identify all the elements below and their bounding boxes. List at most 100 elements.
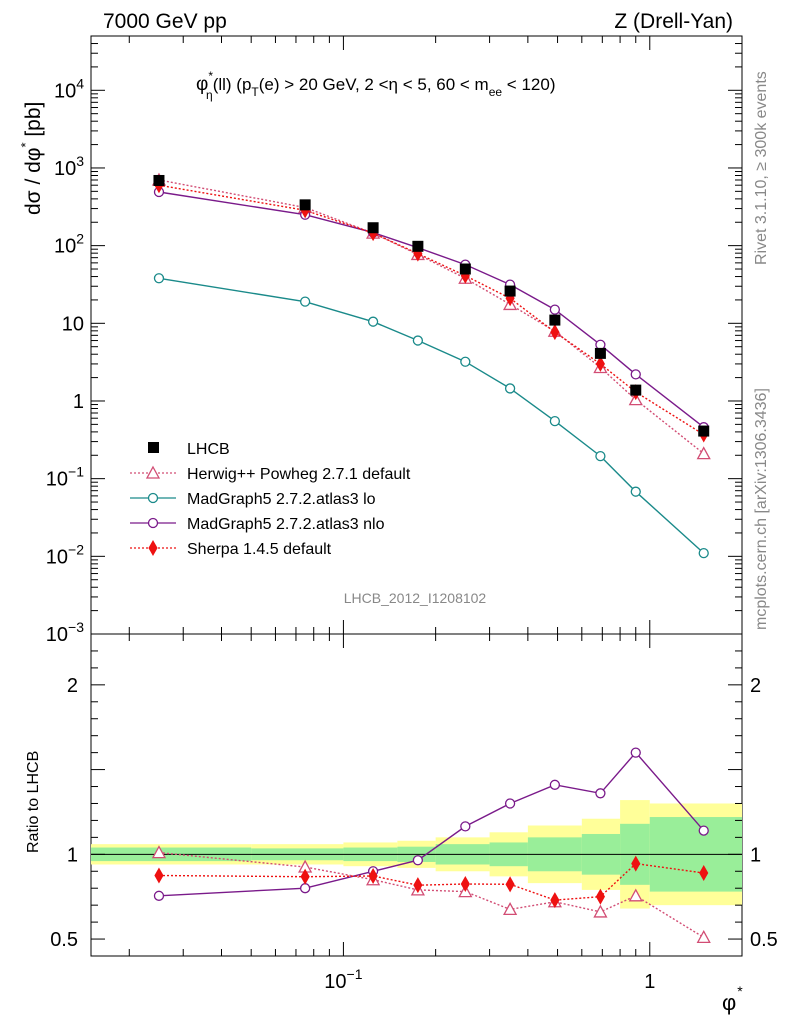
ratio-plot-frame [90, 633, 743, 957]
ratio-point [503, 902, 518, 916]
rivet-label: Rivet 3.1.10, ≥ 300k events [753, 71, 770, 265]
lhcb-point [594, 347, 606, 359]
y-tick-label: 102 [54, 231, 84, 258]
analysis-id: LHCB_2012_I1208102 [344, 590, 487, 606]
ratio-point [549, 779, 561, 790]
y-tick-label: 10−3 [46, 619, 84, 646]
data-point [549, 304, 561, 315]
lhcb-point [153, 174, 165, 186]
data-point [153, 273, 165, 284]
lhcb-point [698, 425, 710, 437]
ratio-point [696, 930, 711, 944]
lhcb-point [299, 199, 311, 211]
ratio-point [550, 892, 560, 909]
ratio-point [504, 798, 516, 809]
ratio-plot-layer [91, 747, 742, 944]
data-point [630, 486, 641, 497]
legend-label-sherpa: Sherpa 1.4.5 default [187, 541, 332, 558]
data-point [460, 356, 471, 367]
series-line [158, 277, 705, 554]
data-point [630, 369, 641, 380]
series-line [158, 184, 705, 436]
lhcb-point [367, 222, 379, 234]
data-point [549, 415, 561, 427]
ratio-tick-label-left: 2 [67, 675, 78, 697]
legend-label-madgraph-nlo: MadGraph5 2.7.2.atlas3 nlo [187, 516, 385, 533]
series-1 [153, 273, 709, 559]
ratio-point [595, 788, 606, 799]
ratio-y-axis-label: Ratio to LHCB [25, 751, 42, 853]
x-tick-label: 10−1 [324, 966, 362, 993]
lhcb-point [504, 285, 516, 297]
ratio-line [158, 862, 704, 901]
data-point [698, 547, 709, 559]
header-right: Z (Drell-Yan) [614, 10, 733, 33]
source-label: mcplots.cern.ch [arXiv:1306.3436] [753, 388, 770, 630]
ratio-point [631, 855, 641, 872]
ratio-point [593, 904, 608, 918]
data-point [696, 446, 711, 460]
legend-marker-sherpa [148, 539, 158, 557]
ratio-point [153, 890, 165, 901]
legend-item-herwig: Herwig++ Powheg 2.7.1 default [130, 465, 411, 483]
ratio-line [158, 851, 705, 938]
ratio-point [299, 883, 311, 894]
ratio-point [151, 845, 167, 859]
y-tick-label: 10−2 [46, 541, 84, 568]
legend-item-madgraph-nlo: MadGraph5 2.7.2.atlas3 nlo [130, 516, 385, 533]
ratio-point [628, 888, 643, 902]
series-line [158, 191, 705, 428]
y-tick-label: 1 [73, 391, 84, 413]
data-point [367, 316, 379, 327]
ratio-series-3 [154, 855, 709, 909]
x-axis-label: φ* [722, 983, 743, 1015]
ratio-point [413, 877, 423, 894]
header-left: 7000 GeV pp [103, 10, 227, 33]
legend-marker-lhcb [148, 442, 159, 453]
legend-item-madgraph-lo: MadGraph5 2.7.2.atlas3 lo [130, 491, 376, 508]
x-tick-label: 1 [644, 971, 655, 993]
main-plot-layer [151, 172, 711, 559]
ticks [91, 35, 743, 957]
y-tick-label: 10−1 [46, 464, 84, 491]
ratio-tick-label-left: 0.5 [50, 929, 78, 951]
ratio-point [460, 875, 470, 892]
lhcb-point [412, 240, 424, 252]
plot-title: φ* η(ll) (pT(e) > 20 GeV, 2 <η < 5, 60 < … [196, 69, 555, 102]
ratio-point [698, 825, 709, 836]
ratio-point [699, 864, 709, 881]
ratio-tick-label-left: 1 [67, 844, 78, 866]
ratio-point [154, 867, 164, 884]
series-3 [154, 177, 709, 443]
ratio-line [158, 751, 705, 897]
lhcb-point [459, 263, 471, 275]
ratio-point [630, 747, 641, 758]
legend-marker-madgraph-lo [147, 492, 159, 504]
data-point [595, 339, 606, 350]
series-line [158, 179, 705, 455]
data-point [299, 296, 311, 307]
ratio-point [505, 876, 515, 893]
data-point [595, 355, 605, 372]
y-tick-label: 103 [54, 153, 84, 180]
legend-marker-herwig [145, 465, 161, 479]
legend-item-sherpa: Sherpa 1.4.5 default [130, 539, 332, 558]
data-point [550, 324, 560, 341]
ratio-tick-label-right: 0.5 [750, 929, 778, 951]
y-tick-label: 10 [62, 313, 84, 335]
ratio-point [460, 821, 471, 832]
legend-marker-madgraph-nlo [147, 517, 159, 529]
lhcb-data [153, 174, 710, 437]
lhcb-point [630, 384, 642, 396]
data-point [412, 335, 424, 346]
y-tick-label: 104 [54, 75, 84, 102]
legend-label-lhcb: LHCB [187, 441, 230, 458]
lhcb-point [549, 314, 561, 326]
y-axis-label: dσ / dφ* [pb] [18, 102, 45, 215]
data-point [595, 450, 606, 462]
legend: LHCB Herwig++ Powheg 2.7.1 default MadGr… [130, 441, 411, 558]
ratio-point [595, 888, 605, 905]
